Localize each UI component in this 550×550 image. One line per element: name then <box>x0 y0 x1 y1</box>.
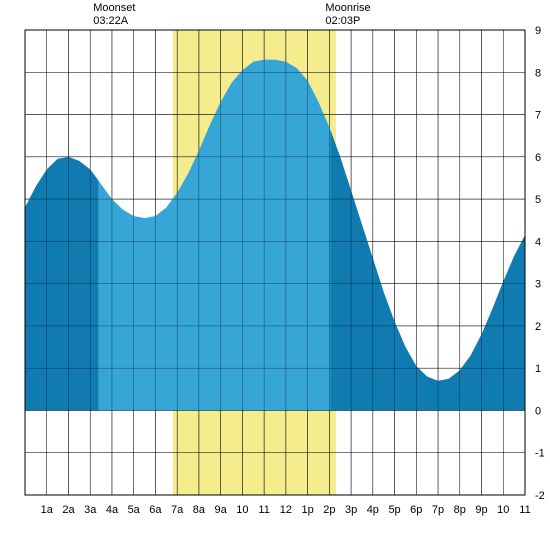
y-tick-label: 6 <box>535 152 541 164</box>
x-tick-label: 2a <box>62 504 75 516</box>
y-tick-label: 4 <box>535 236 541 248</box>
x-tick-label: 1p <box>301 504 313 516</box>
x-tick-label: 5p <box>388 504 400 516</box>
y-tick-label: 7 <box>535 110 541 122</box>
moonrise-time: 02:03P <box>325 15 360 27</box>
y-tick-label: -1 <box>535 448 545 460</box>
y-tick-label: 1 <box>535 363 541 375</box>
x-tick-label: 9p <box>475 504 487 516</box>
chart-svg: 1a2a3a4a5a6a7a8a9a1011121p2p3p4p5p6p7p8p… <box>0 0 550 550</box>
x-tick-label: 9a <box>215 504 228 516</box>
x-tick-label: 2p <box>323 504 335 516</box>
x-tick-label: 4p <box>367 504 379 516</box>
x-tick-label: 10 <box>497 504 509 516</box>
moonset-title: Moonset <box>93 2 135 14</box>
x-tick-label: 4a <box>106 504 119 516</box>
moonset-label: Moonset 03:22A <box>93 2 135 28</box>
x-tick-label: 11 <box>519 504 530 516</box>
x-tick-label: 6p <box>410 504 422 516</box>
x-tick-label: 5a <box>128 504 141 516</box>
x-tick-label: 8a <box>193 504 206 516</box>
moonrise-title: Moonrise <box>325 2 370 14</box>
y-tick-label: 2 <box>535 321 541 333</box>
moonset-time: 03:22A <box>93 15 128 27</box>
x-tick-label: 12 <box>280 504 292 516</box>
x-tick-label: 7p <box>432 504 444 516</box>
moonrise-label: Moonrise 02:03P <box>325 2 370 28</box>
y-tick-label: 5 <box>535 194 541 206</box>
x-tick-label: 10 <box>236 504 248 516</box>
x-tick-label: 1a <box>41 504 54 516</box>
x-tick-label: 3p <box>345 504 357 516</box>
y-tick-label: -2 <box>535 490 545 502</box>
x-tick-label: 11 <box>258 504 269 516</box>
x-tick-label: 7a <box>171 504 184 516</box>
y-tick-label: 9 <box>535 25 541 37</box>
y-tick-label: 8 <box>535 67 541 79</box>
y-tick-label: 3 <box>535 279 541 291</box>
x-tick-label: 3a <box>84 504 97 516</box>
x-tick-label: 8p <box>454 504 466 516</box>
y-tick-label: 0 <box>535 405 541 417</box>
tide-chart: Moonset 03:22A Moonrise 02:03P 1a 2a 3a 4a 5… <box>0 0 550 550</box>
x-tick-label: 6a <box>149 504 162 516</box>
